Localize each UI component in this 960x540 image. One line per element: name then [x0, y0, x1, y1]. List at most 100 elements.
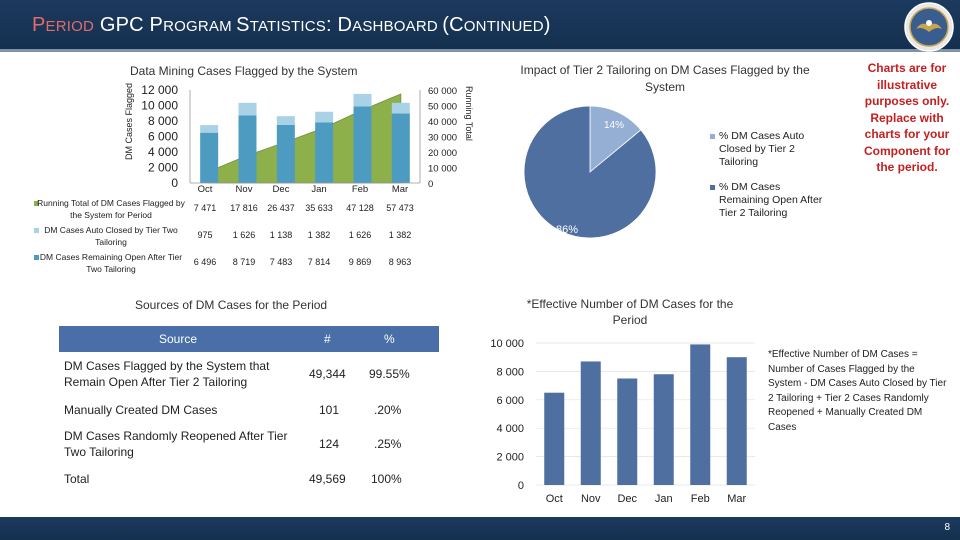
row-pct: .20%	[374, 403, 402, 417]
right-tick-label: 30 000	[428, 133, 457, 144]
y-tick-label: 0	[518, 480, 524, 492]
table-row: DM Cases Randomly Reopened After Tier Tw…	[59, 424, 439, 468]
combo-chart-title: Data Mining Cases Flagged by the System	[130, 64, 358, 78]
y-tick-label: 10 000	[490, 338, 524, 350]
y-tick-label: 2 000	[496, 452, 524, 464]
table-cell-value: 7 814	[308, 257, 331, 267]
month-label: Oct	[198, 184, 213, 195]
row-count: 101	[319, 403, 340, 417]
pie-label-small: 14%	[604, 120, 625, 131]
table-row: DM Cases Flagged by the System that Rema…	[59, 352, 439, 396]
title-segment: GPC	[99, 14, 150, 36]
effective-chart-title: *Effective Number of DM Cases for the Pe…	[526, 297, 734, 327]
x-tick-label: Feb	[691, 493, 710, 505]
right-tick-label: 20 000	[428, 148, 457, 159]
title-prefix-rest: ERIOD	[45, 18, 95, 35]
y-tick-label: 8 000	[496, 366, 524, 378]
table-cell-value: 7 471	[194, 203, 217, 213]
right-tick-label: 10 000	[428, 164, 457, 175]
sources-header-row: Source # %	[59, 326, 439, 352]
row-source: DM Cases Randomly Reopened After Tier Tw…	[64, 429, 288, 459]
right-tick-label: 50 000	[428, 102, 457, 113]
effective-bar	[653, 374, 674, 485]
table-cell-value: 7 483	[270, 257, 293, 267]
row-label: Running Total of DM Cases Flagged by the…	[37, 198, 185, 220]
table-cell-value: 47 128	[346, 203, 374, 213]
month-label: Feb	[352, 184, 368, 195]
title-segment: S	[236, 14, 250, 36]
table-cell-value: 1 138	[270, 230, 293, 240]
right-tick-label: 40 000	[428, 117, 457, 128]
bar-auto-closed	[200, 125, 219, 133]
table-cell-value: 9 869	[349, 257, 372, 267]
effective-formula: *Effective Number of DM Cases = Number o…	[768, 349, 947, 433]
header-bar	[0, 0, 960, 52]
bar-auto-closed	[276, 116, 295, 126]
x-tick-label: Dec	[617, 493, 637, 505]
month-label: Jan	[311, 184, 326, 195]
header-pct: %	[384, 332, 395, 346]
row-label: DM Cases Remaining Open After Tier Two T…	[39, 252, 183, 274]
title-prefix: P	[32, 14, 46, 36]
table-cell-value: 1 626	[349, 230, 372, 240]
pie-legend-1: % DM Cases Auto Closed by Tier 2 Tailori…	[719, 130, 805, 168]
bar-auto-closed	[353, 93, 372, 107]
left-tick-label: 2 000	[148, 161, 178, 175]
effective-bar	[726, 357, 747, 485]
header-source: Source	[159, 332, 198, 346]
effective-bar	[690, 344, 711, 485]
table-cell-value: 26 437	[267, 203, 295, 213]
bar-auto-closed	[391, 102, 410, 114]
table-cell-value: 975	[197, 230, 212, 240]
table-cell-value: 57 473	[386, 203, 414, 213]
table-cell-value: 1 382	[389, 230, 412, 240]
title-segment: TATISTICS	[249, 18, 326, 35]
illustrative-note: Charts are for illustrative purposes onl…	[864, 61, 950, 174]
bar-auto-closed	[315, 111, 334, 123]
row-pct: 99.55%	[369, 367, 410, 381]
month-label: Mar	[392, 184, 408, 195]
header-count: #	[324, 332, 331, 346]
left-tick-label: 10 000	[141, 99, 178, 113]
x-tick-label: Mar	[727, 493, 746, 505]
title-segment: ASHBOARD	[352, 18, 443, 35]
footer-bar	[0, 517, 960, 540]
month-label: Dec	[273, 184, 290, 195]
bar-remaining-open	[315, 122, 334, 183]
y-tick-label: 4 000	[496, 423, 524, 435]
bar-remaining-open	[391, 113, 410, 183]
table-cell-value: 6 496	[194, 257, 217, 267]
right-tick-label: 60 000	[428, 86, 457, 97]
row-count: 49,344	[309, 367, 346, 381]
title-segment: (C	[442, 14, 464, 36]
title-segment: ONTINUED	[463, 18, 544, 35]
page-title: PERIOD GPC PROGRAM STATISTICS: DASHBOARD…	[32, 14, 551, 37]
title-segment: P	[149, 14, 164, 36]
title-segment: ROGRAM	[163, 18, 237, 35]
table-row: Manually Created DM Cases 101 .20%	[59, 396, 439, 424]
left-tick-label: 4 000	[148, 145, 178, 159]
x-tick-label: Oct	[546, 493, 563, 505]
y-tick-label: 6 000	[496, 395, 524, 407]
dod-seal-icon	[904, 2, 954, 52]
bar-remaining-open	[238, 115, 257, 183]
title-rest: GPC PROGRAM STATISTICS: DASHBOARD (CONTI…	[100, 14, 551, 36]
row-pct: 100%	[371, 472, 402, 486]
pie-slice	[589, 105, 642, 173]
bar-auto-closed	[238, 102, 257, 116]
pie-legend-swatch-1	[710, 134, 715, 139]
row-source: DM Cases Flagged by the System that Rema…	[64, 359, 270, 389]
row-legend-swatch	[34, 255, 39, 260]
left-tick-label: 8 000	[148, 114, 178, 128]
row-pct: .25%	[374, 437, 402, 451]
pie-slice	[523, 105, 657, 239]
pie-label-large: 86%	[556, 224, 579, 236]
effective-bar	[580, 361, 601, 485]
page-number: 8	[944, 522, 950, 533]
bar-remaining-open	[276, 125, 295, 183]
title-segment: : D	[325, 14, 353, 36]
month-label: Nov	[236, 184, 253, 195]
effective-bar	[544, 392, 565, 485]
